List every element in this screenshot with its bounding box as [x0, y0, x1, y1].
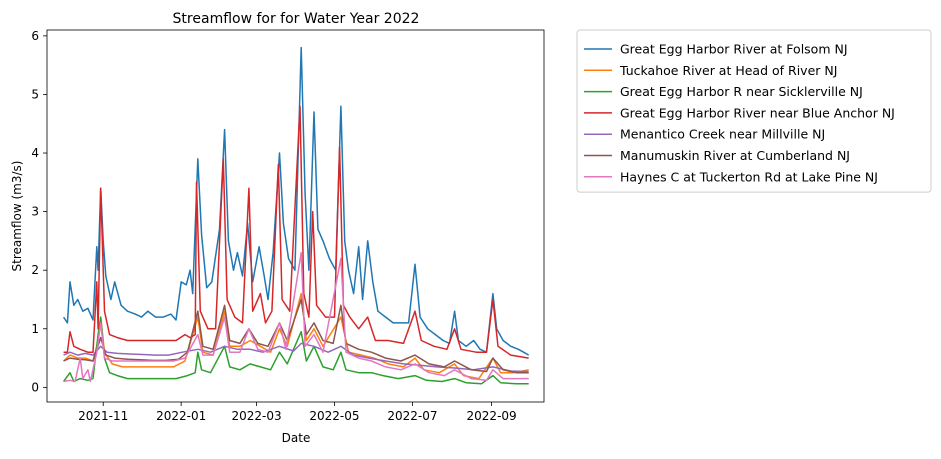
legend-label: Manumuskin River at Cumberland NJ: [620, 148, 850, 163]
plot-frame: [46, 29, 545, 403]
x-axis-label: Date: [282, 431, 311, 445]
legend: Great Egg Harbor River at Folsom NJ Tucka…: [576, 29, 932, 193]
y-tick-label: 3: [31, 205, 39, 219]
y-tick-label: 6: [31, 29, 39, 43]
series-line-1: [62, 46, 530, 356]
legend-label: Menantico Creek near Millville NJ: [620, 127, 825, 142]
plot-lines: [62, 46, 530, 385]
y-tick-label: 2: [31, 263, 39, 277]
legend-label: Tuckahoe River at Head of River NJ: [619, 63, 837, 78]
x-tick-label: 2022-01: [156, 409, 206, 423]
x-axis-ticks: 2021-11 2022-01 2022-03 2022-05 2022-07 2022-…: [78, 402, 517, 423]
series-line-6: [63, 298, 529, 374]
legend-label: Haynes C at Tuckerton Rd at Lake Pine NJ: [620, 169, 878, 184]
legend-label: Great Egg Harbor River at Folsom NJ: [620, 42, 848, 57]
legend-label: Great Egg Harbor R near Sicklerville NJ: [620, 84, 863, 99]
legend-frame: [576, 29, 932, 193]
series-line-2: [63, 292, 529, 380]
x-tick-label: 2021-11: [78, 409, 128, 423]
y-axis-label: Streamflow (m3/s): [10, 161, 24, 272]
chart-title: Streamflow for for Water Year 2022: [173, 11, 420, 27]
y-tick-label: 5: [31, 87, 39, 101]
series-line-3: [62, 316, 529, 385]
y-axis-ticks: 0 1 2 3 4 5 6: [31, 29, 47, 394]
x-tick-label: 2022-05: [309, 409, 359, 423]
y-tick-label: 4: [31, 146, 39, 160]
series-line-7: [63, 251, 529, 383]
y-tick-label: 0: [31, 380, 39, 394]
x-tick-label: 2022-03: [231, 409, 281, 423]
x-tick-label: 2022-09: [467, 409, 517, 423]
legend-label: Great Egg Harbor River near Blue Anchor …: [620, 105, 895, 120]
series-line-4: [63, 105, 529, 359]
y-tick-label: 1: [31, 322, 39, 336]
series-line-5: [63, 342, 529, 373]
x-tick-label: 2022-07: [387, 409, 437, 423]
